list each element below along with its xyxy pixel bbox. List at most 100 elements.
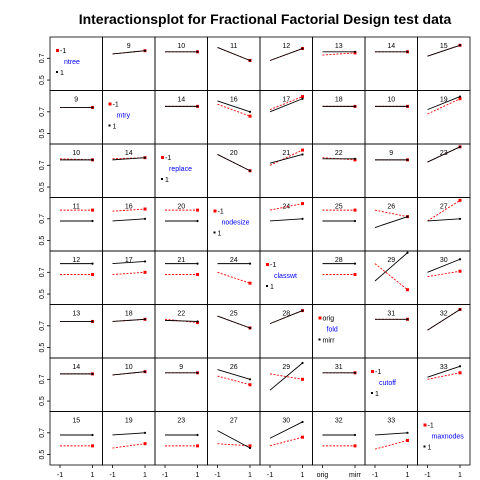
y-tick-label: 0.7 [39, 267, 46, 277]
y-tick-label: 0.5 [39, 182, 46, 192]
series-a-point [354, 263, 356, 265]
panel-label: 9 [74, 97, 78, 104]
panel-label: 24 [230, 257, 238, 264]
x-tick-label: 1 [143, 472, 147, 479]
series-a-point [301, 362, 303, 364]
panel-label: 18 [335, 97, 343, 104]
factor-name: mtry [117, 113, 131, 120]
panel-label: 26 [230, 364, 238, 371]
series-b-point [354, 273, 357, 276]
panel-label: 26 [387, 204, 395, 211]
series-b-point [301, 378, 304, 381]
y-tick-label: 0.7 [39, 160, 46, 170]
legend-marker-b [109, 125, 111, 127]
factor-name: cutoff [379, 380, 396, 387]
legend-marker-a [56, 49, 59, 52]
series-a-line [113, 433, 146, 435]
panel-label: 11 [230, 43, 237, 50]
series-a-point [196, 105, 198, 107]
series-b-point [459, 270, 462, 273]
x-tick-label: 1 [301, 472, 305, 479]
panel-label: 9 [127, 43, 131, 50]
series-a-line [218, 316, 251, 328]
series-a-point [196, 434, 198, 436]
x-tick-label: -1 [214, 472, 220, 479]
series-b-line [428, 271, 461, 276]
series-b-point [249, 115, 252, 118]
y-tick-label: 0.7 [39, 428, 46, 438]
series-a-point [249, 378, 251, 380]
panel-label: 28 [335, 257, 343, 264]
x-tick-label: -1 [57, 472, 63, 479]
x-tick-label: 1 [196, 472, 200, 479]
series-a-point [301, 47, 303, 49]
series-b-point [301, 95, 304, 98]
series-b-point [406, 439, 409, 442]
series-a-point [354, 51, 356, 53]
legend-marker-b [371, 392, 373, 394]
series-a-point [406, 432, 408, 434]
legend-level-b: 1 [428, 445, 432, 452]
legend-marker-a [214, 210, 217, 213]
x-tick-label: -1 [424, 472, 430, 479]
series-b-line [113, 444, 146, 448]
legend-marker-a [266, 263, 269, 266]
panel-label: 10 [125, 364, 133, 371]
panel-label: 30 [282, 418, 290, 425]
series-b-line [218, 376, 251, 385]
panel-label: 24 [282, 204, 290, 211]
series-b-line [375, 210, 408, 217]
panel-label: 32 [440, 311, 448, 318]
legend-marker-a [424, 424, 427, 427]
legend-marker-b [56, 71, 58, 73]
panel-label: 14 [177, 97, 185, 104]
panel-label: 29 [387, 257, 395, 264]
series-b-line [428, 373, 461, 380]
series-a-point [406, 216, 408, 218]
series-b-point [249, 282, 252, 285]
legend-marker-a [319, 317, 322, 320]
panel-label: 14 [125, 150, 133, 157]
panel-label: 15 [440, 43, 448, 50]
panel-label: 16 [125, 204, 133, 211]
series-b-point [91, 209, 94, 212]
series-b-point [249, 444, 252, 447]
series-b-point [459, 97, 462, 100]
factor-name: classwt [274, 273, 297, 280]
series-a-point [91, 320, 93, 322]
series-a-point [91, 106, 93, 108]
y-tick-label: 0.7 [39, 214, 46, 224]
series-b-point [249, 383, 252, 386]
panel-label: 27 [230, 418, 238, 425]
series-b-point [459, 199, 462, 202]
legend-level-a: -1 [270, 262, 276, 269]
panel-label: 22 [177, 311, 185, 318]
series-a-point [301, 153, 303, 155]
series-a-point [354, 105, 356, 107]
legend-marker-b [319, 339, 321, 341]
panel-label: 33 [387, 418, 395, 425]
series-a-point [459, 258, 461, 260]
series-a-line [270, 49, 303, 61]
panel-label: 12 [282, 43, 290, 50]
series-a-point [459, 308, 461, 310]
series-a-line [113, 51, 146, 54]
series-a-point [196, 320, 198, 322]
factor-name: maxnodes [432, 434, 465, 441]
panel-grid: -11ntree9 10 11 12 13 14 159-11mtry14 16 17 18 10 1… [39, 37, 470, 479]
series-a-point [459, 365, 461, 367]
series-a-point [459, 218, 461, 220]
x-tick-label: orig [317, 472, 329, 479]
panel-label: 33 [440, 364, 448, 371]
series-a-line [165, 320, 198, 321]
chart-title: Interactionsplot for Fractional Factoria… [79, 11, 452, 27]
x-tick-label: 1 [91, 472, 95, 479]
panel-label: 27 [440, 204, 448, 211]
series-b-point [144, 442, 147, 445]
x-tick-label: 1 [458, 472, 462, 479]
series-b-point [196, 209, 199, 212]
panel-label: 14 [387, 43, 395, 50]
panel-label: 10 [177, 43, 185, 50]
series-b-point [196, 273, 199, 276]
